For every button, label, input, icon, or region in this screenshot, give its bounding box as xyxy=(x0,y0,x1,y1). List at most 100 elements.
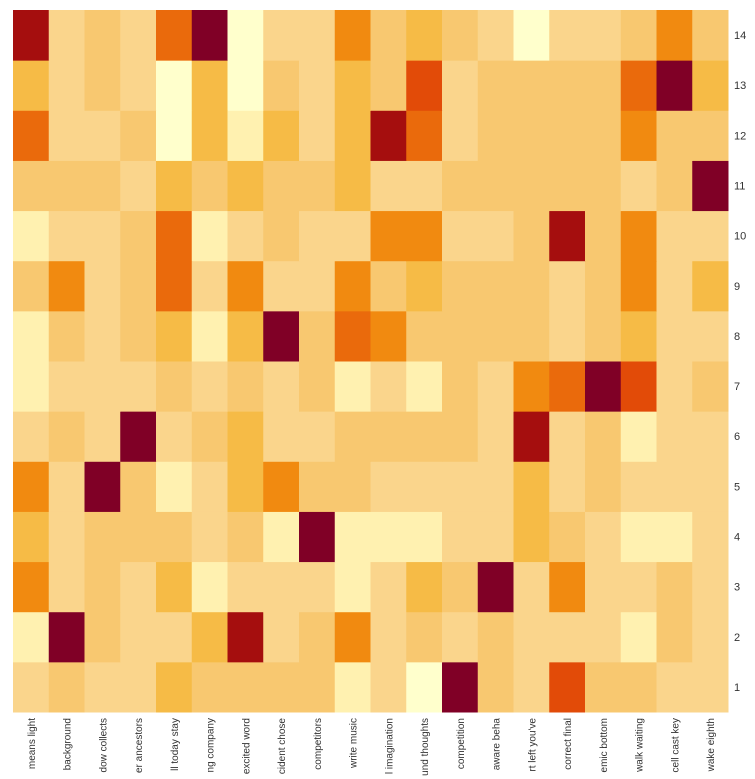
heatmap-cell xyxy=(263,10,300,61)
heatmap-cell xyxy=(84,60,121,111)
heatmap-cell xyxy=(120,411,157,462)
heatmap-cell xyxy=(370,310,407,362)
heatmap-cell xyxy=(191,461,228,512)
heatmap-cell xyxy=(477,60,514,111)
heatmap-cell xyxy=(620,210,657,262)
heatmap-cell xyxy=(334,511,371,563)
heatmap-cell xyxy=(370,561,407,613)
heatmap-cell xyxy=(48,611,85,663)
x-tick-label: correct final xyxy=(563,718,574,770)
heatmap-cell xyxy=(406,110,443,161)
heatmap-cell xyxy=(370,361,407,412)
heatmap-cell xyxy=(513,260,550,312)
heatmap-cell xyxy=(191,361,228,412)
heatmap-cell xyxy=(263,260,300,312)
heatmap-cell xyxy=(656,10,693,61)
heatmap-cell xyxy=(227,561,264,613)
y-tick-label: 3 xyxy=(734,582,740,594)
heatmap-cell xyxy=(120,10,157,61)
heatmap-cell xyxy=(620,511,657,563)
x-tick-label: l imagination xyxy=(384,718,395,774)
heatmap-cell xyxy=(120,611,157,663)
heatmap-cell xyxy=(656,260,693,312)
heatmap-cell xyxy=(263,60,300,111)
heatmap-cell xyxy=(477,260,514,312)
heatmap-cell xyxy=(692,210,729,262)
heatmap-cell xyxy=(406,60,443,111)
heatmap-cell xyxy=(692,160,729,212)
x-tick-label: emic bottom xyxy=(599,718,610,772)
heatmap-cell xyxy=(227,110,264,161)
heatmap-cell xyxy=(84,511,121,563)
heatmap-cell xyxy=(299,60,336,111)
heatmap-cell xyxy=(84,361,121,412)
heatmap-cell xyxy=(442,210,479,262)
heatmap-cell xyxy=(406,210,443,262)
heatmap-cell xyxy=(263,310,300,362)
heatmap-cell xyxy=(120,260,157,312)
y-tick-label: 6 xyxy=(734,431,740,443)
heatmap-cell xyxy=(334,110,371,161)
heatmap-cell xyxy=(656,160,693,212)
heatmap-cell xyxy=(156,310,193,362)
heatmap-cell xyxy=(620,461,657,512)
heatmap-cell xyxy=(692,611,729,663)
heatmap-cell xyxy=(692,110,729,161)
heatmap-cell xyxy=(620,110,657,161)
heatmap-cell xyxy=(656,411,693,462)
heatmap-cell xyxy=(191,661,228,713)
heatmap-cell xyxy=(84,210,121,262)
heatmap-cell xyxy=(299,310,336,362)
heatmap-cell xyxy=(442,60,479,111)
heatmap-cell xyxy=(13,561,50,613)
heatmap-cell xyxy=(120,310,157,362)
heatmap-cell xyxy=(299,511,336,563)
x-tick-label: competition xyxy=(456,718,467,769)
heatmap-cell xyxy=(549,60,586,111)
heatmap-cell xyxy=(263,361,300,412)
heatmap-cell xyxy=(227,210,264,262)
heatmap-cell xyxy=(84,461,121,512)
heatmap-cell xyxy=(406,310,443,362)
heatmap-cell xyxy=(334,160,371,212)
heatmap-cell xyxy=(549,210,586,262)
heatmap-cell xyxy=(513,511,550,563)
heatmap-cell xyxy=(191,10,228,61)
x-tick-label: cell cast key xyxy=(670,718,681,772)
x-tick-label: excited word xyxy=(241,718,252,774)
heatmap-cell xyxy=(227,310,264,362)
heatmap-cell xyxy=(692,461,729,512)
x-tick-label: cident chose xyxy=(277,718,288,775)
heatmap-cell xyxy=(370,411,407,462)
heatmap-cell xyxy=(585,260,622,312)
x-tick-label: ll today stay xyxy=(170,718,181,771)
x-tick-label: dow collects xyxy=(98,718,109,772)
y-tick-label: 7 xyxy=(734,381,740,393)
heatmap-cell xyxy=(656,661,693,713)
heatmap-cell xyxy=(299,561,336,613)
heatmap-cell xyxy=(549,411,586,462)
y-tick-label: 11 xyxy=(734,181,745,193)
heatmap-cell xyxy=(370,260,407,312)
y-tick-label: 8 xyxy=(734,331,740,343)
heatmap-cell xyxy=(120,160,157,212)
heatmap-cell xyxy=(442,611,479,663)
heatmap-cell xyxy=(620,160,657,212)
heatmap-cell xyxy=(13,10,50,61)
heatmap-cell xyxy=(692,661,729,713)
heatmap-cell xyxy=(334,210,371,262)
heatmap-cell xyxy=(227,511,264,563)
y-tick-label: 2 xyxy=(734,632,740,644)
heatmap-cell xyxy=(513,110,550,161)
heatmap-cell xyxy=(620,411,657,462)
heatmap-cell xyxy=(120,110,157,161)
heatmap-cell xyxy=(13,411,50,462)
heatmap-cell xyxy=(13,511,50,563)
heatmap-cell xyxy=(191,561,228,613)
heatmap-cell xyxy=(48,160,85,212)
heatmap-cell xyxy=(620,260,657,312)
heatmap-cell xyxy=(84,10,121,61)
heatmap-cell xyxy=(120,661,157,713)
heatmap-cell xyxy=(477,611,514,663)
